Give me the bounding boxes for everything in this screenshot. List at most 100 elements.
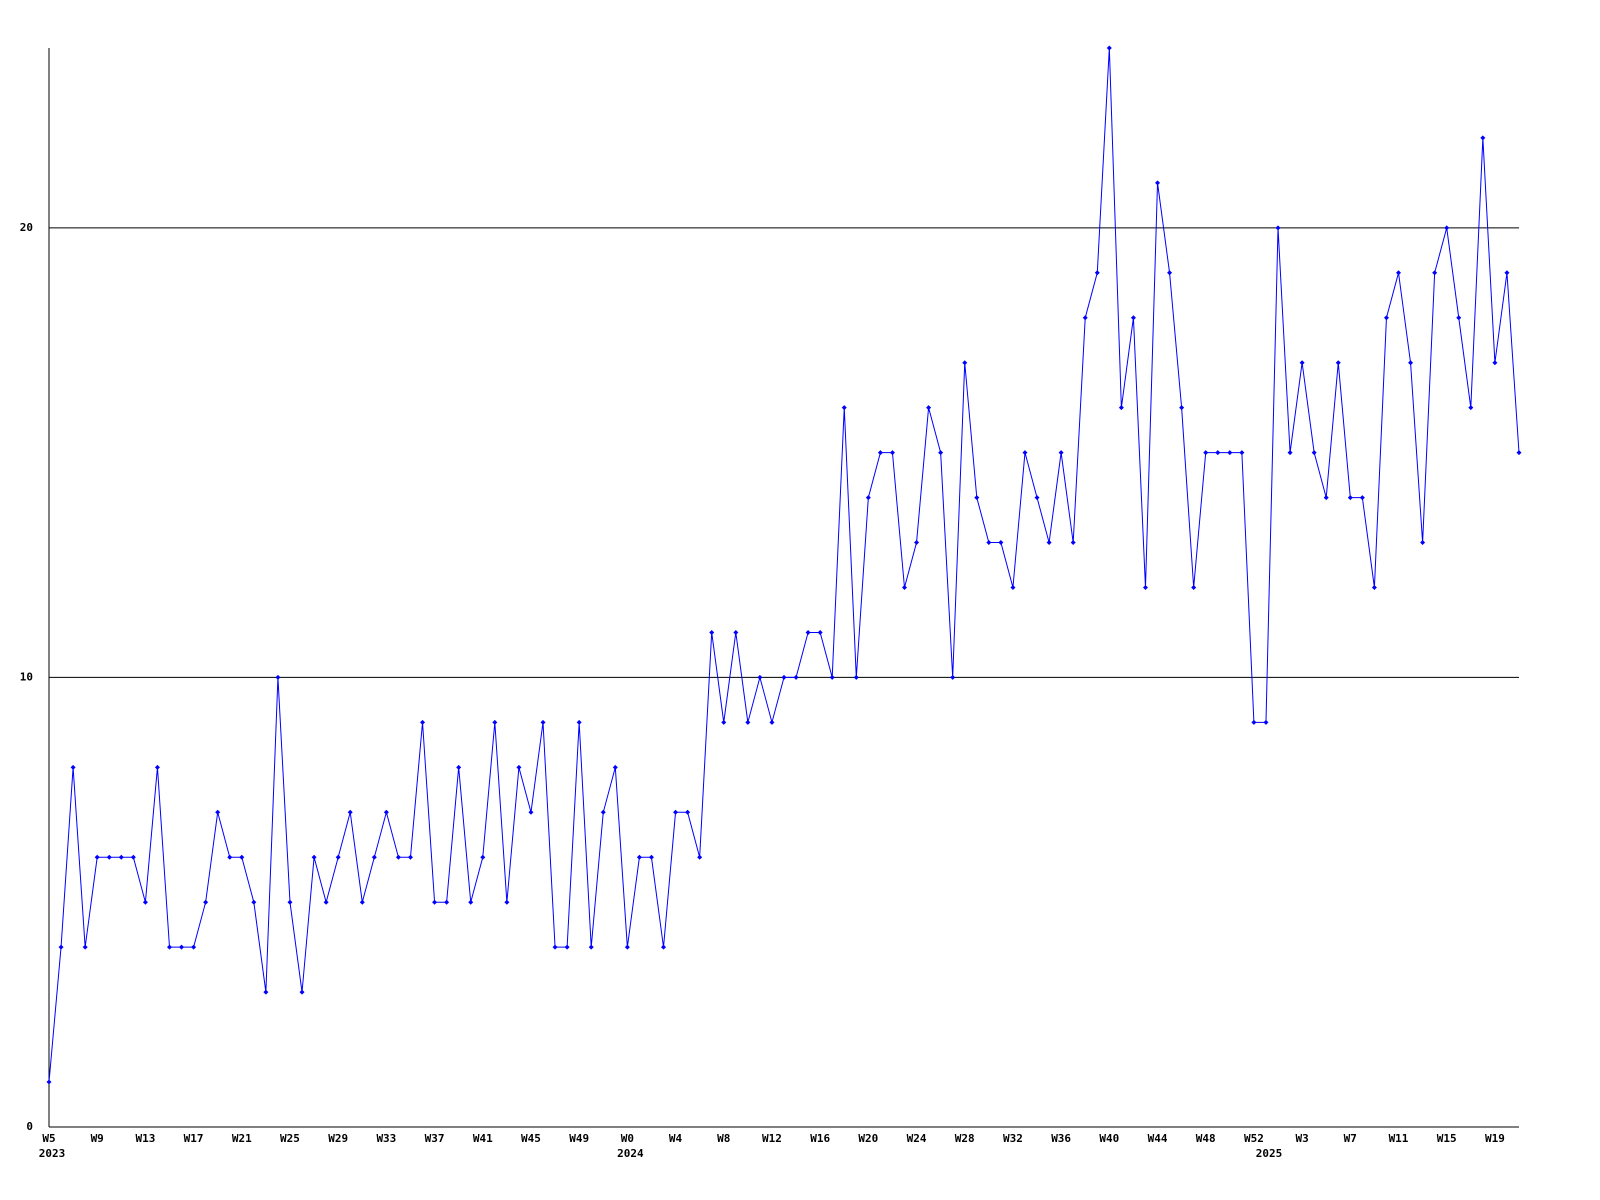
data-point [359,899,365,905]
data-point [1203,450,1209,456]
data-point [1420,540,1426,546]
data-point [166,944,172,950]
x-tick-label: W29 [328,1132,348,1145]
data-point [648,854,654,860]
data-point [1179,405,1185,411]
data-point [998,540,1004,546]
x-tick-label: W12 [762,1132,782,1145]
data-point [215,809,221,815]
data-point [1046,540,1052,546]
data-point [552,944,558,950]
data-point [335,854,341,860]
data-point [1347,495,1353,501]
year-label: 2024 [617,1147,644,1160]
data-point [516,764,522,770]
data-point [46,1079,52,1085]
data-point [1444,225,1450,231]
x-tick-label: W3 [1295,1132,1308,1145]
x-tick-label: W28 [955,1132,975,1145]
x-tick-label: W24 [907,1132,927,1145]
data-line [48,47,1520,1083]
x-tick-label: W44 [1148,1132,1168,1145]
data-point [1239,450,1245,456]
data-point [612,764,618,770]
data-point [709,629,715,635]
data-point [1215,450,1221,456]
x-tick-label: W9 [91,1132,104,1145]
year-label: 2025 [1256,1147,1283,1160]
data-point [1396,270,1402,276]
data-point [1516,450,1522,456]
data-point [1335,360,1341,366]
data-point [275,674,281,680]
x-tick-label: W52 [1244,1132,1264,1145]
data-point [263,989,269,995]
data-point [1468,405,1474,411]
data-point [130,854,136,860]
data-point [287,899,293,905]
data-point [395,854,401,860]
data-point [1287,450,1293,456]
data-point [1432,270,1438,276]
data-point [1227,450,1233,456]
x-tick-label: W21 [232,1132,252,1145]
data-point [1191,585,1197,590]
data-point [1480,135,1486,141]
x-tick-label: W45 [521,1132,541,1145]
data-point [58,944,64,950]
data-point [347,809,353,815]
x-tick-label: W32 [1003,1132,1023,1145]
data-point [697,854,703,860]
x-tick-label: W41 [473,1132,493,1145]
data-point [154,764,160,770]
data-point [974,495,980,501]
data-point [239,854,245,860]
data-point [1504,270,1510,276]
data-point [661,944,667,950]
data-point [721,719,727,725]
data-point [950,674,956,680]
data-point [781,674,787,680]
data-point [1070,540,1076,546]
data-point [371,854,377,860]
data-point [624,944,630,950]
data-point [733,629,739,635]
x-tick-label: W7 [1344,1132,1357,1145]
data-point [383,809,389,815]
x-tick-label: W33 [376,1132,396,1145]
data-point [1082,315,1088,321]
data-point [299,989,305,995]
x-tick-label: W15 [1437,1132,1457,1145]
data-point [817,629,823,635]
x-tick-label: W40 [1099,1132,1119,1145]
data-point [757,674,763,680]
x-tick-label: W8 [717,1132,730,1145]
data-point [636,854,642,860]
data-point [1118,405,1124,411]
data-point [1106,45,1112,51]
x-tick-label: W49 [569,1132,589,1145]
data-point [179,944,185,950]
data-point [853,674,859,680]
data-point [1010,585,1016,590]
data-point [576,719,582,725]
data-point [444,899,450,905]
x-tick-label: W36 [1051,1132,1071,1145]
data-point [600,809,606,815]
data-point [251,899,257,905]
x-tick-label: W4 [669,1132,683,1145]
data-point [227,854,233,860]
data-point [673,809,679,815]
data-point [1022,450,1028,456]
data-point [432,899,438,905]
data-point [203,899,209,905]
data-point [142,899,148,905]
x-tick-label: W11 [1389,1132,1409,1145]
data-point [82,944,88,950]
data-point [889,450,895,456]
data-point [504,899,510,905]
x-tick-label: W13 [135,1132,155,1145]
data-point [685,809,691,815]
data-point [1371,585,1377,590]
